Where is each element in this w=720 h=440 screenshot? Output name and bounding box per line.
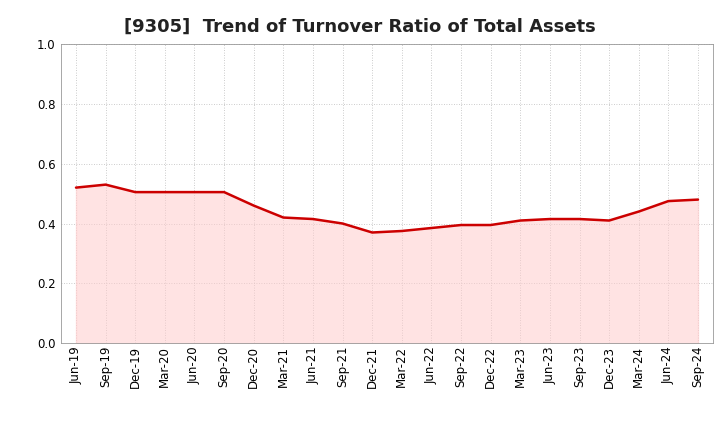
Text: [9305]  Trend of Turnover Ratio of Total Assets: [9305] Trend of Turnover Ratio of Total … xyxy=(124,18,596,36)
